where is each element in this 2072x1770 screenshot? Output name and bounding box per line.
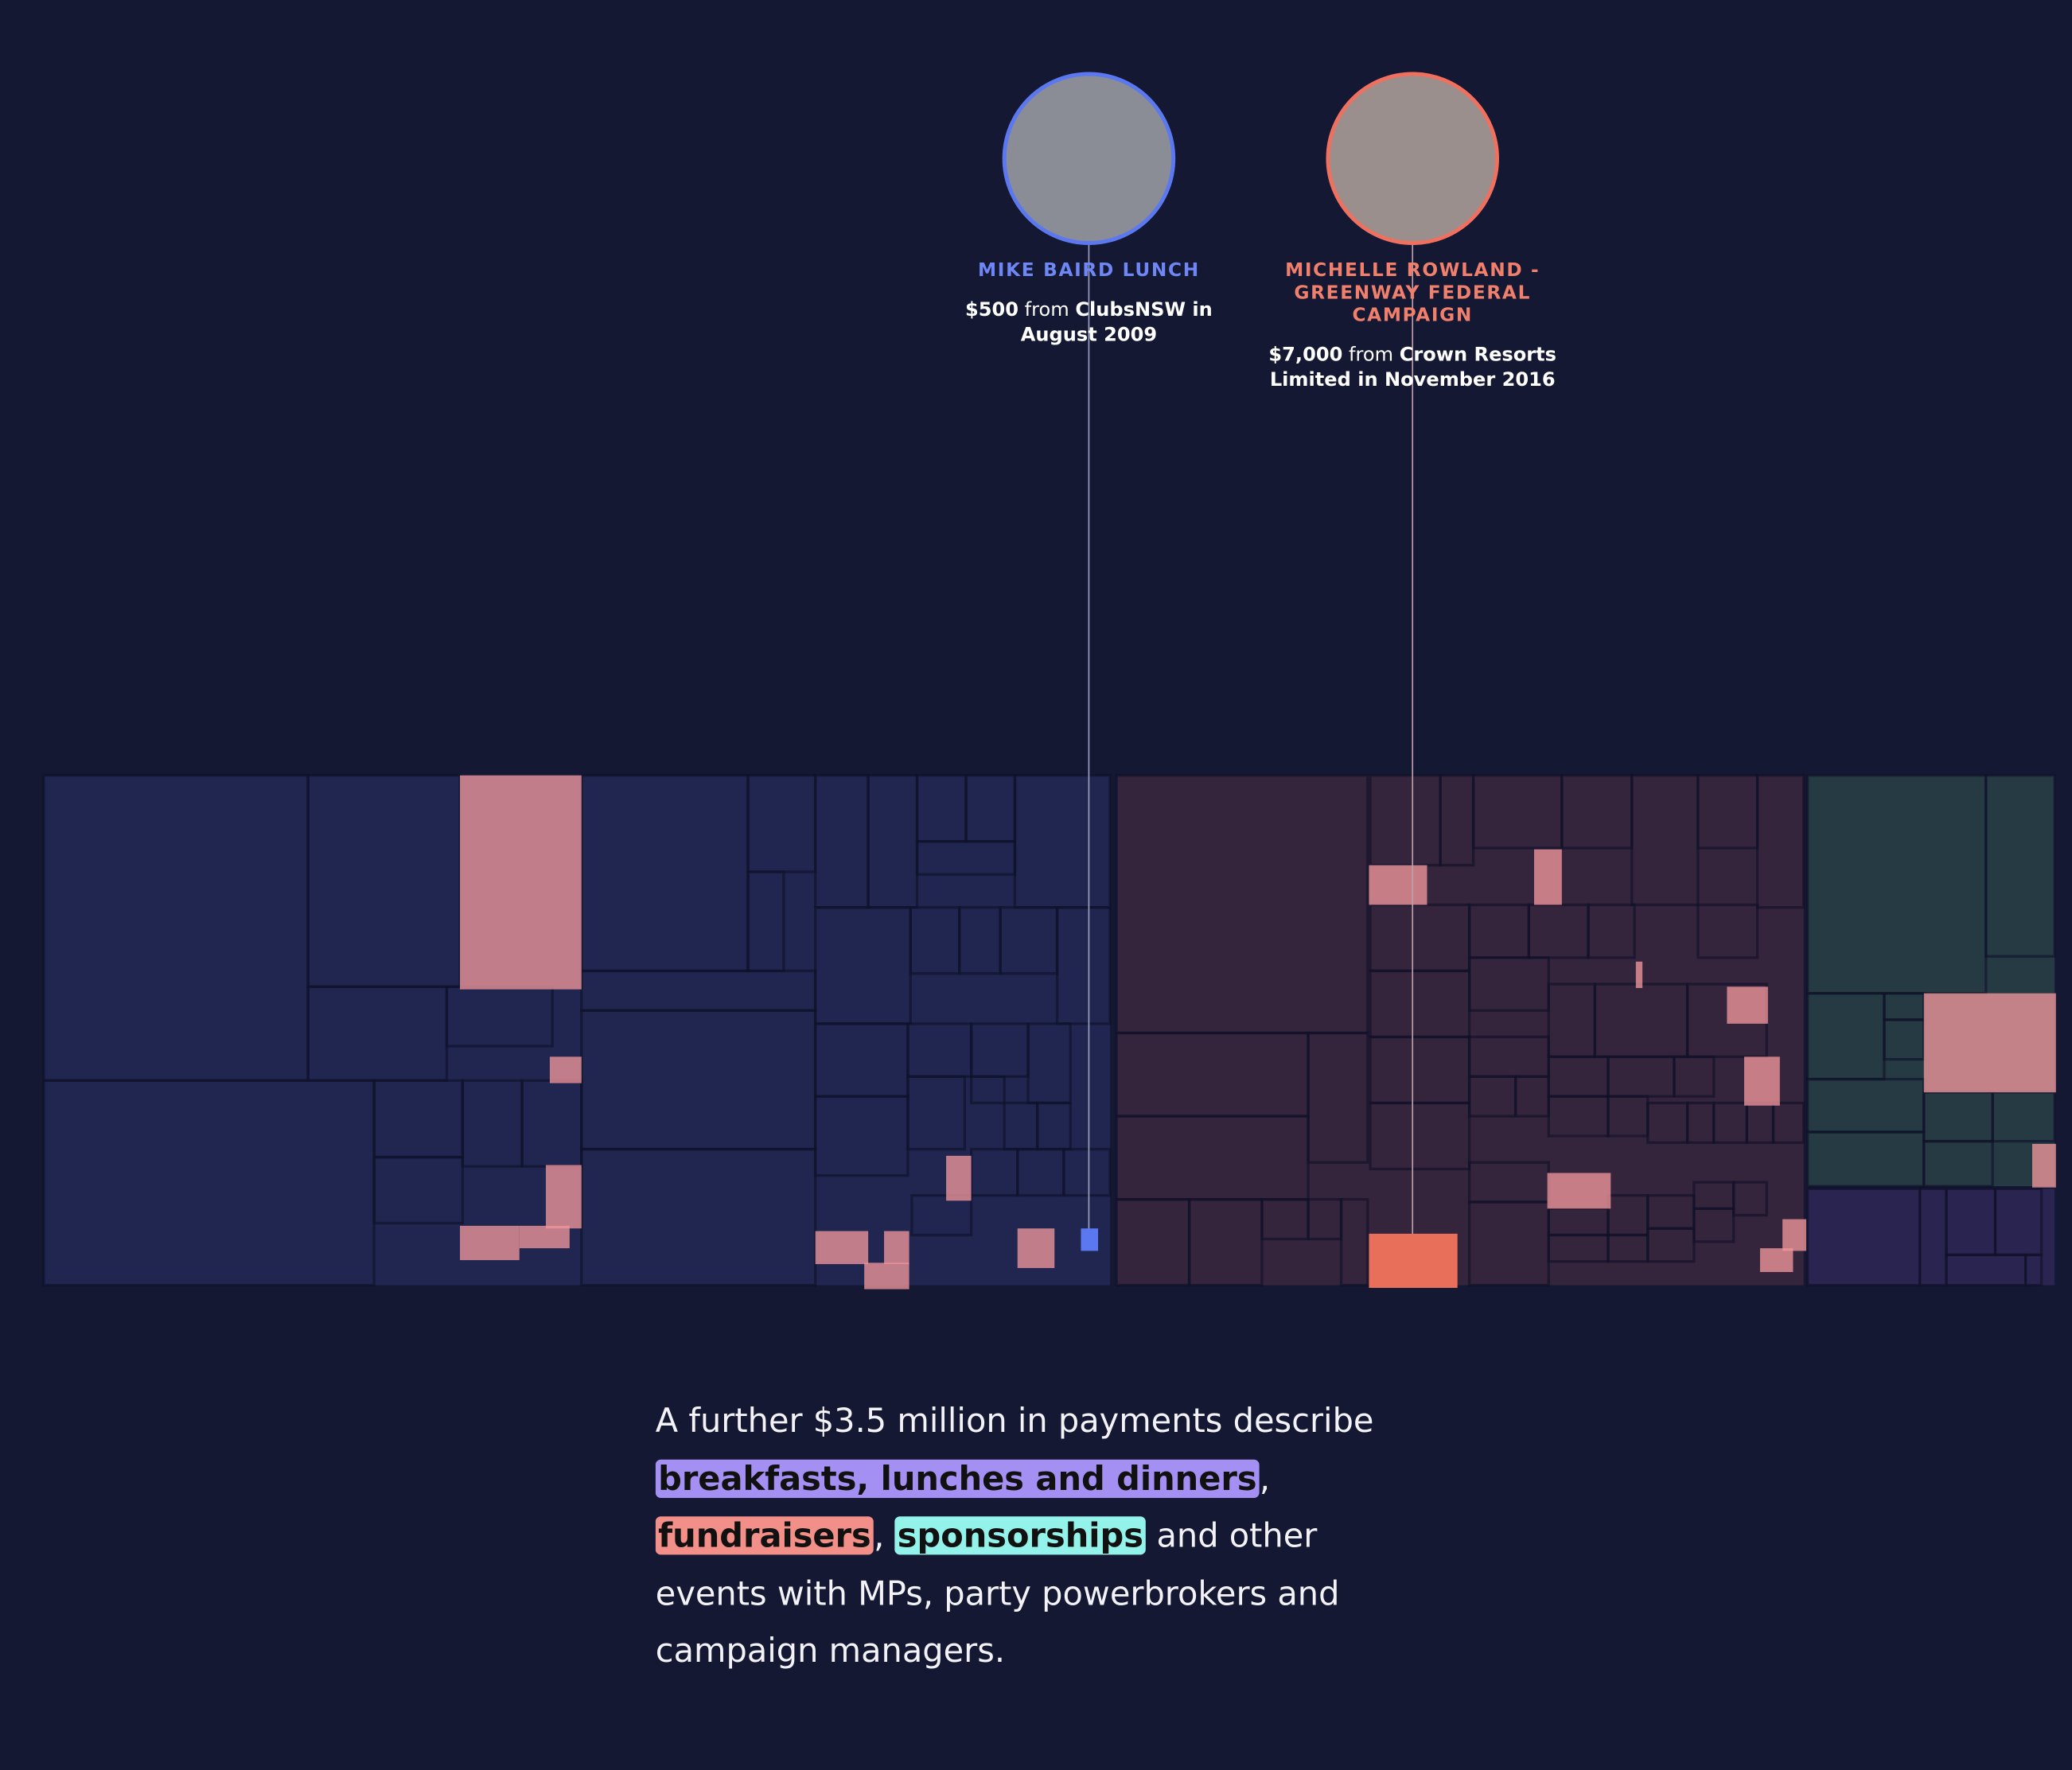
highlight-cell xyxy=(1744,1056,1780,1106)
annotation-detail: $7,000 from Crown Resorts Limited in Nov… xyxy=(1254,344,1572,394)
amount: $7,000 xyxy=(1268,344,1343,366)
highlight-cell xyxy=(545,1165,582,1229)
treemap-cell xyxy=(1055,906,1112,1025)
highlight-cell xyxy=(1533,849,1562,905)
highlight-cell xyxy=(815,1231,869,1265)
text: , xyxy=(1259,1458,1271,1498)
highlight-cell xyxy=(1369,865,1427,905)
highlight-cell xyxy=(1727,986,1768,1024)
highlight-cell xyxy=(1369,1233,1458,1288)
highlight-cell xyxy=(519,1225,570,1249)
highlight-cell xyxy=(1017,1228,1055,1269)
treemap-cell xyxy=(1187,1198,1264,1287)
connector: from xyxy=(1349,344,1394,366)
highlight-cell xyxy=(1547,1173,1611,1209)
amount: $500 xyxy=(965,299,1019,321)
text: A further $3.5 million in payments descr… xyxy=(655,1401,1374,1440)
section-teal xyxy=(1807,775,2055,1187)
highlight-cell xyxy=(460,775,582,990)
highlight-cell xyxy=(549,1056,582,1083)
treemap-cell xyxy=(1062,1147,1112,1197)
highlight-cell xyxy=(1923,993,2056,1093)
treemap-cell xyxy=(1646,1227,1696,1263)
annotation: MICHELLE ROWLAND - GREENWAY FEDERAL CAMP… xyxy=(1254,260,1572,394)
treemap-cell xyxy=(1696,903,1759,959)
treemap xyxy=(42,774,2056,1290)
treemap-cell xyxy=(1771,1101,1805,1144)
source: ClubsNSW in August 2009 xyxy=(1020,299,1213,347)
treemap-cell xyxy=(1339,1198,1369,1287)
highlight-cell xyxy=(1759,1248,1794,1273)
treemap-cell xyxy=(1587,903,1636,959)
treemap-cell xyxy=(1984,774,2056,958)
annotation: MIKE BAIRD LUNCH $500 from ClubsNSW in A… xyxy=(930,260,1248,348)
treemap-cell xyxy=(1307,1031,1369,1164)
treemap-cell xyxy=(1692,1207,1735,1243)
highlight-cell xyxy=(460,1225,520,1261)
highlight-cell xyxy=(884,1231,909,1265)
treemap-cell xyxy=(969,1075,1006,1105)
treemap-cell xyxy=(1755,774,1805,909)
paragraph-box: A further $3.5 million in payments descr… xyxy=(655,1392,1435,1679)
highlight-cell xyxy=(1635,961,1643,989)
treemap-cell xyxy=(2024,1253,2043,1287)
treemap-cell xyxy=(1922,1139,1994,1188)
highlight-text: fundraisers xyxy=(655,1516,874,1555)
treemap-cell xyxy=(1369,1101,1471,1171)
highlight-cell xyxy=(2031,1143,2056,1188)
text: , xyxy=(874,1516,895,1555)
treemap-cell xyxy=(1673,1055,1716,1098)
annotation-title: MIKE BAIRD LUNCH xyxy=(977,260,1200,282)
annotation-detail: $500 from ClubsNSW in August 2009 xyxy=(930,298,1248,348)
treemap-cell xyxy=(1732,1181,1768,1217)
treemap-cell xyxy=(910,1194,973,1237)
photo xyxy=(1326,72,1499,246)
highlight-cell xyxy=(946,1155,972,1201)
treemap-cell xyxy=(372,1155,465,1225)
highlight-cell xyxy=(1081,1228,1099,1251)
paragraph: A further $3.5 million in payments descr… xyxy=(655,1392,1435,1679)
highlight-cell xyxy=(864,1262,909,1290)
photo xyxy=(1002,72,1176,246)
highlight-cell xyxy=(1782,1219,1807,1251)
treemap-cell xyxy=(746,870,785,973)
section-purple xyxy=(1807,1188,2055,1286)
text: and other events with MPs, party powerbr… xyxy=(655,1516,1340,1670)
source: Crown Resorts Limited in November 2016 xyxy=(1269,344,1557,391)
highlight-text: breakfasts, lunches and dinners xyxy=(655,1458,1260,1498)
treemap-cell xyxy=(906,1075,966,1151)
annotation-title: MICHELLE ROWLAND - GREENWAY FEDERAL CAMP… xyxy=(1285,260,1540,327)
connector: from xyxy=(1024,299,1069,321)
highlight-text: sponsorships xyxy=(894,1516,1147,1555)
